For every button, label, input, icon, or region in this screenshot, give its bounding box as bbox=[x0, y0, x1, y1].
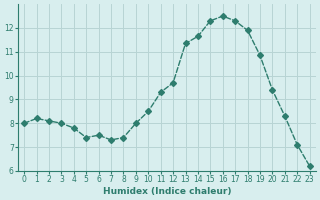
X-axis label: Humidex (Indice chaleur): Humidex (Indice chaleur) bbox=[103, 187, 231, 196]
